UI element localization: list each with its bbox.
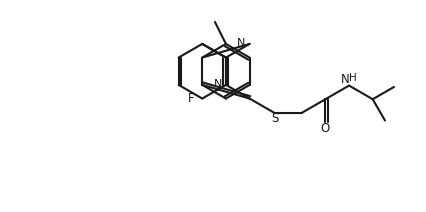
Text: N: N — [237, 38, 245, 48]
Text: N: N — [214, 79, 223, 89]
Text: N: N — [341, 73, 349, 86]
Text: F: F — [188, 92, 195, 105]
Text: S: S — [272, 112, 279, 125]
Text: O: O — [321, 122, 330, 135]
Text: H: H — [349, 73, 357, 83]
